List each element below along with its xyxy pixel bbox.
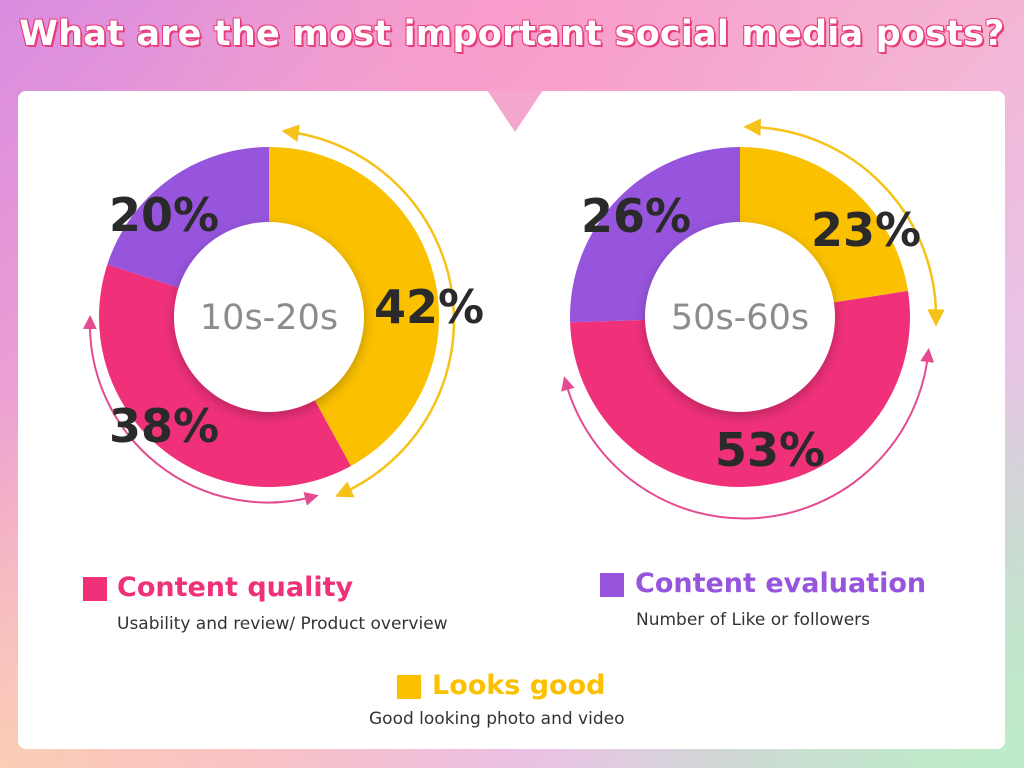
center-label: 50s-60s xyxy=(671,298,809,338)
donut-hole xyxy=(174,222,364,412)
card-pointer xyxy=(487,90,543,132)
data-label-content-quality: 38% xyxy=(109,399,219,453)
legend-sub-content-quality: Usability and review/ Product overview xyxy=(117,614,448,634)
legend-sub-looks-good: Good looking photo and video xyxy=(369,709,625,729)
data-label-content-evaluation: 20% xyxy=(109,188,219,242)
content-quality-arrow-2 xyxy=(561,348,935,520)
page-title: What are the most important social media… xyxy=(19,14,1005,54)
data-label-looks-good: 23% xyxy=(811,203,921,257)
looks-good-arrow-2 xyxy=(743,118,945,327)
legend-sub-content-evaluation: Number of Like or followers xyxy=(636,610,871,630)
legend-swatch-content-evaluation xyxy=(600,573,624,597)
data-label-content-quality: 53% xyxy=(715,423,825,477)
legend-title-looks-good: Looks good xyxy=(432,670,606,701)
donut-chart-10s-20s: 10s-20s 42% 38% 20% xyxy=(98,147,484,488)
content-quality-arrow-1 xyxy=(82,315,319,506)
legend-swatch-looks-good xyxy=(397,675,421,699)
data-label-looks-good: 42% xyxy=(374,280,484,334)
legend-title-content-evaluation: Content evaluation xyxy=(635,568,927,599)
center-label: 10s-20s xyxy=(200,298,338,338)
legend-title-content-quality: Content quality xyxy=(117,572,354,603)
donut-hole xyxy=(645,222,835,412)
looks-good-arrow-1 xyxy=(281,124,456,498)
donut-chart-50s-60s: 50s-60s 23% 53% 26% xyxy=(570,147,921,487)
data-label-content-evaluation: 26% xyxy=(581,189,691,243)
legend-swatch-content-quality xyxy=(83,577,107,601)
